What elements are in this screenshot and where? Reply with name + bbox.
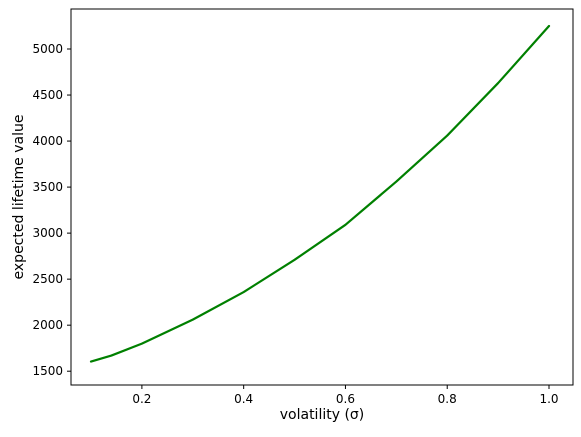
y-tick-label: 2500 [32, 272, 63, 286]
x-tick-label: 0.8 [438, 392, 457, 406]
x-tick-label: 0.6 [336, 392, 355, 406]
plot-area [71, 9, 573, 385]
plot-frame [70, 8, 574, 386]
y-tick-label: 1500 [32, 364, 63, 378]
y-tick-label: 2000 [32, 318, 63, 332]
x-tick-label: 1.0 [539, 392, 558, 406]
y-tick-label: 3000 [32, 226, 63, 240]
y-tick-label: 5000 [32, 42, 63, 56]
y-tick-label: 4000 [32, 134, 63, 148]
x-axis-label: volatility (σ) [280, 407, 365, 423]
x-axis-ticks: 0.2 0.4 0.6 0.8 1.0 [132, 385, 559, 406]
series-line [89, 24, 551, 363]
x-tick-label: 0.4 [234, 392, 253, 406]
x-tick-label: 0.2 [132, 392, 151, 406]
y-axis-label: expected lifetime value [11, 115, 27, 280]
y-tick-label: 3500 [32, 180, 63, 194]
y-axis-ticks: 1500 2000 2500 3000 3500 4000 4500 5000 [32, 42, 71, 378]
y-tick-label: 4500 [32, 88, 63, 102]
